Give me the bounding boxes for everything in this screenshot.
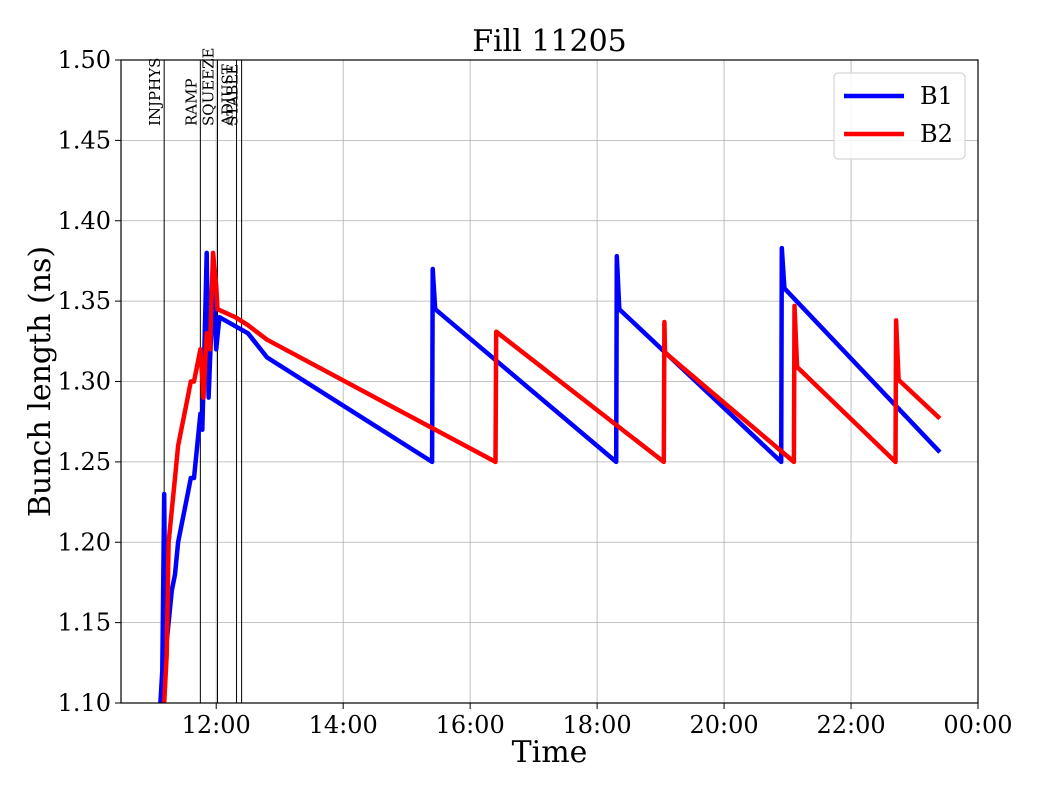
y-tick-label: 1.50 — [58, 46, 111, 74]
x-tick-label: 00:00 — [943, 711, 1012, 739]
y-tick-label: 1.45 — [58, 126, 111, 154]
data-series — [158, 245, 942, 704]
y-tick-label: 1.10 — [58, 689, 111, 717]
x-tick-label: 22:00 — [816, 711, 885, 739]
y-tick-label: 1.35 — [58, 287, 111, 315]
series-line-b2 — [161, 250, 942, 704]
x-tick-label: 12:00 — [182, 711, 251, 739]
phase-marker-label: RAMP — [182, 78, 200, 126]
phase-marker-label: ADJUST — [219, 64, 237, 127]
legend-label-b2: B2 — [920, 120, 953, 148]
phase-marker-label: STABLE — [224, 64, 242, 126]
x-tick-label: 14:00 — [309, 711, 378, 739]
y-tick-label: 1.30 — [58, 368, 111, 396]
x-tick-label: 20:00 — [689, 711, 758, 739]
series-line-b1 — [158, 245, 942, 704]
y-tick-label: 1.20 — [58, 528, 111, 556]
x-tick-label: 16:00 — [436, 711, 505, 739]
x-axis-title: Time — [512, 735, 588, 770]
phase-marker-label: SQUEEZE — [199, 48, 217, 127]
legend: B1 B2 — [833, 72, 966, 160]
y-tick-label: 1.40 — [58, 207, 111, 235]
y-axis-title: Bunch length (ns) — [23, 246, 58, 517]
x-tick-label: 18:00 — [563, 711, 632, 739]
chart-title: Fill 11205 — [472, 24, 627, 59]
phase-marker-label: INJPHYS — [146, 58, 164, 126]
legend-label-b1: B1 — [920, 82, 953, 110]
y-tick-label: 1.15 — [58, 609, 111, 637]
axis-ticks: 12:00 14:00 16:00 18:00 20:00 22:00 00:00 1.10 1… — [58, 46, 1013, 739]
y-tick-label: 1.25 — [58, 448, 111, 476]
